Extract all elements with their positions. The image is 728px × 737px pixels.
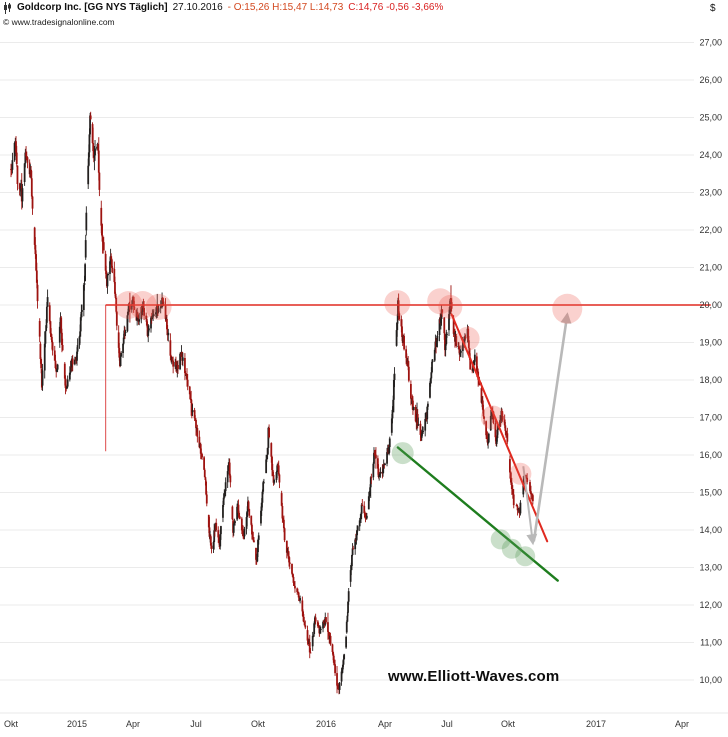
red-highlight-circle[interactable]	[480, 405, 505, 430]
x-axis-label: 2017	[586, 719, 606, 729]
y-axis-label: 24,00	[699, 150, 722, 160]
red-downtrend-line[interactable]	[450, 313, 549, 543]
x-axis-label: Apr	[126, 719, 140, 729]
y-axis-label: 21,00	[699, 263, 722, 273]
green-highlight-circle[interactable]	[515, 546, 536, 567]
y-axis-label: 23,00	[699, 188, 722, 198]
candlesticks	[10, 111, 534, 695]
x-axis-label: 2015	[67, 719, 87, 729]
instrument-name: Goldcorp Inc. [GG NYS Täglich]	[17, 2, 168, 13]
quote-close: C:14,76 -0,56 -3,66%	[348, 2, 444, 13]
green-highlight-circle[interactable]	[391, 442, 414, 465]
y-axis-label: 17,00	[699, 413, 722, 423]
red-highlight-circle[interactable]	[114, 291, 143, 319]
green-downtrend-line[interactable]	[396, 446, 559, 582]
x-axis-label: 2016	[316, 719, 336, 729]
copyright: © www.tradesignalonline.com	[3, 17, 115, 27]
x-axis: Okt 2015 Apr Jul Okt 2016 Apr Jul Okt 2017 Apr	[4, 719, 689, 729]
x-axis-label: Okt	[4, 719, 19, 729]
x-axis-label: Apr	[675, 719, 689, 729]
chart-header: Goldcorp Inc. [GG NYS Täglich] 27.10.201…	[3, 2, 443, 27]
x-axis-label: Jul	[190, 719, 202, 729]
y-axis-label: 26,00	[699, 75, 722, 85]
quote-line: Goldcorp Inc. [GG NYS Täglich] 27.10.201…	[3, 2, 443, 14]
red-highlight-circle[interactable]	[128, 291, 157, 319]
projected-rally-arrow[interactable]	[532, 312, 572, 542]
red-highlight-circle[interactable]	[455, 326, 480, 351]
x-axis-label: Apr	[378, 719, 392, 729]
watermark: www.Elliott-Waves.com	[388, 668, 560, 685]
y-axis-label: 25,00	[699, 113, 722, 123]
red-highlight-circle[interactable]	[384, 290, 411, 317]
x-axis-label: Okt	[251, 719, 266, 729]
quote-date: 27.10.2016	[172, 2, 223, 13]
analysis-drawings	[104, 288, 711, 582]
y-axis-label: 27,00	[699, 38, 722, 48]
y-axis-label: 19,00	[699, 338, 722, 348]
y-axis: 27,00 26,00 25,00 24,00 23,00 22,00 21,00 20,00…	[699, 38, 722, 686]
y-axis-label: 14,00	[699, 525, 722, 535]
instrument-icon	[4, 2, 11, 14]
y-axis-label: 12,00	[699, 600, 722, 610]
y-axis-label: 15,00	[699, 488, 722, 498]
quote-ohl: - O:15,26 H:15,47 L:14,73	[227, 2, 344, 13]
green-highlight-circle[interactable]	[490, 529, 511, 550]
y-axis-label: 20,00	[699, 300, 722, 310]
x-axis-label: Okt	[501, 719, 516, 729]
currency-label: $	[710, 3, 716, 14]
red-highlight-circle[interactable]	[145, 293, 172, 320]
projected-decline-arrow[interactable]	[522, 466, 538, 546]
y-axis-label: 10,00	[699, 675, 722, 685]
red-highlight-circle[interactable]	[427, 288, 454, 315]
red-highlight-circle[interactable]	[509, 462, 532, 485]
red-highlight-circle[interactable]	[552, 293, 583, 324]
y-axis-label: 18,00	[699, 375, 722, 385]
y-axis-label: 16,00	[699, 450, 722, 460]
red-highlight-circle[interactable]	[438, 294, 463, 319]
y-axis-label: 22,00	[699, 225, 722, 235]
y-axis-label: 11,00	[700, 638, 722, 648]
y-axis-label: 13,00	[699, 563, 722, 573]
green-highlight-circle[interactable]	[501, 538, 522, 559]
gridlines	[0, 42, 728, 714]
x-axis-label: Jul	[441, 719, 453, 729]
